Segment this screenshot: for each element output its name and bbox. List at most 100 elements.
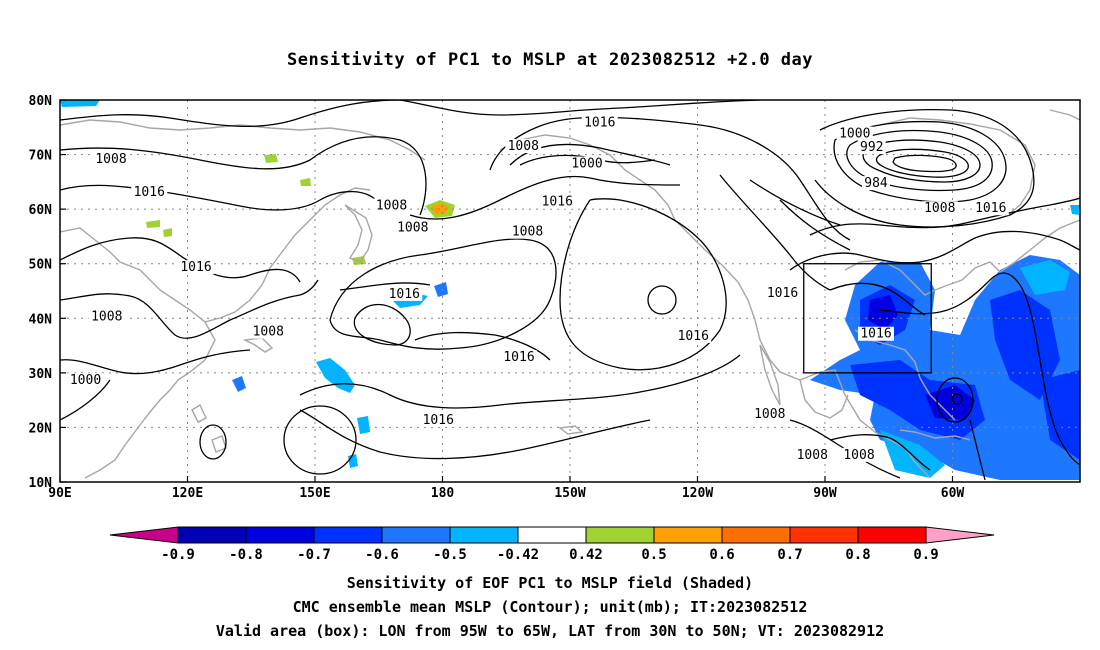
footer-line-1: Sensitivity of EOF PC1 to MSLP field (Sh… <box>346 574 754 592</box>
contour-label: 1008 <box>512 225 543 240</box>
lon-label: 180 <box>431 486 455 501</box>
contour-label-bg <box>131 184 168 199</box>
colorbar-label: -0.7 <box>297 547 331 563</box>
colorbar-swatch <box>789 526 859 544</box>
lat-label: 50N <box>29 258 53 273</box>
blue-sensitivity-region-east <box>810 255 1080 480</box>
contour-label-bg <box>857 140 886 155</box>
contour-label-bg <box>420 412 457 427</box>
colorbar-label: 0.8 <box>845 547 870 563</box>
contour-label: 1008 <box>253 325 284 340</box>
contour-label-bg <box>581 115 618 130</box>
contour-label-bg <box>569 156 605 171</box>
contour-label: 1008 <box>797 448 828 463</box>
footer-line-3: Valid area (box): LON from 95W to 65W, L… <box>215 622 885 640</box>
contour-label-bg <box>836 126 873 141</box>
contour-labels: 1016 1008 1000 1016 1008 1008 1016 1008 1008 1016… <box>67 115 1009 463</box>
contour-label: 1008 <box>397 220 428 235</box>
contour-label-bg <box>921 201 958 216</box>
colorbar-swatch <box>857 526 927 544</box>
contour-label-bg <box>862 176 890 191</box>
contour-label: 1016 <box>584 116 615 131</box>
colorbar-swatch <box>313 526 383 544</box>
colorbar-swatch <box>653 526 723 544</box>
contour-label-bg <box>794 447 831 462</box>
contour-label-bg <box>539 194 576 209</box>
contour-label: 1008 <box>95 152 126 167</box>
valid-area-box <box>803 263 932 374</box>
lon-label: 60W <box>941 486 965 501</box>
colorbar-label: 0.42 <box>569 547 603 563</box>
contour-label-bg <box>178 260 214 275</box>
colorbar-label: 0.7 <box>777 547 802 563</box>
contour-label-bg <box>373 198 410 213</box>
latitude-labels: 80N 70N 60N 50N 40N 30N 20N 10N <box>29 94 66 491</box>
colorbar-label: -0.42 <box>497 547 539 563</box>
contour-label-bg <box>505 139 542 154</box>
colorbar-swatch <box>585 526 655 544</box>
colorbar-label: -0.9 <box>161 547 195 563</box>
lon-label: 120W <box>682 486 713 501</box>
contour-label: 1008 <box>924 201 955 216</box>
contour-label-bg <box>675 328 712 343</box>
colorbar-label: -0.6 <box>365 547 399 563</box>
contour-label-bg <box>386 286 423 301</box>
contour-label: 1000 <box>70 373 101 388</box>
contour-label: 1008 <box>843 448 874 463</box>
gridlines <box>60 100 1080 482</box>
coastlines <box>60 109 1080 479</box>
contour-label: 1016 <box>678 329 709 344</box>
contour-label: 1008 <box>376 199 407 214</box>
colorbar-label: 0.5 <box>641 547 666 563</box>
colorbar-swatch <box>245 526 315 544</box>
lon-label: 150E <box>299 486 330 501</box>
contour-label: 1016 <box>860 327 891 342</box>
contour-label: 1016 <box>389 287 420 302</box>
colorbar-swatch <box>517 526 587 544</box>
colorbar-label: 0.6 <box>709 547 734 563</box>
contour-label: 1008 <box>754 407 785 422</box>
lon-label: 90E <box>48 486 71 501</box>
contour-label: 1016 <box>542 195 573 210</box>
colorbar-swatch <box>449 526 519 544</box>
contour-label-bg <box>93 152 129 167</box>
contour-label: 1000 <box>839 126 870 141</box>
contour-label-bg <box>764 285 801 300</box>
contour-label-bg <box>972 201 1009 216</box>
contour-label-bg <box>501 350 537 365</box>
lat-label: 30N <box>29 367 53 382</box>
contour-label-bg <box>509 224 546 239</box>
lat-label: 10N <box>29 476 53 491</box>
lon-label: 150W <box>554 486 585 501</box>
colorbar-swatch <box>177 526 247 544</box>
colorbar-label: 0.9 <box>913 547 938 563</box>
contour-label-bg <box>88 309 125 324</box>
contour-label-bg <box>250 324 287 339</box>
lat-label: 60N <box>29 203 53 218</box>
contour-label-bg <box>841 447 877 462</box>
contour-label: 1008 <box>91 309 122 324</box>
contour-label: 1016 <box>180 260 211 275</box>
map-title: Sensitivity of PC1 to MSLP at 2023082512… <box>286 50 813 70</box>
colorbar-swatch <box>721 526 791 544</box>
contour-label-bg <box>858 326 894 341</box>
contour-label: 1016 <box>134 185 165 200</box>
contour-label: 1016 <box>503 350 534 365</box>
lon-label: 90W <box>813 486 837 501</box>
contour-label-bg <box>751 406 788 421</box>
colorbar-label: -0.5 <box>433 547 467 563</box>
footer-line-2: CMC ensemble mean MSLP (Contour); unit(m… <box>292 598 808 616</box>
colorbar-labels: -0.9 -0.8 -0.7 -0.6 -0.5 -0.42 0.42 0.5 0.6 0.7 0.… <box>161 547 939 563</box>
colorbar <box>109 526 995 544</box>
contour-label: 1000 <box>571 156 602 171</box>
shaded-sensitivity <box>60 100 1080 480</box>
colorbar-swatch <box>381 526 451 544</box>
contour-label: 984 <box>864 176 888 191</box>
colorbar-label: -0.8 <box>229 547 263 563</box>
lat-label: 80N <box>29 94 53 109</box>
lat-label: 70N <box>29 149 53 164</box>
contour-label-bg <box>67 373 104 388</box>
lon-label: 120E <box>172 486 203 501</box>
longitude-labels: 90E 120E 150E 180 150W 120W 90W 60W <box>48 476 964 501</box>
